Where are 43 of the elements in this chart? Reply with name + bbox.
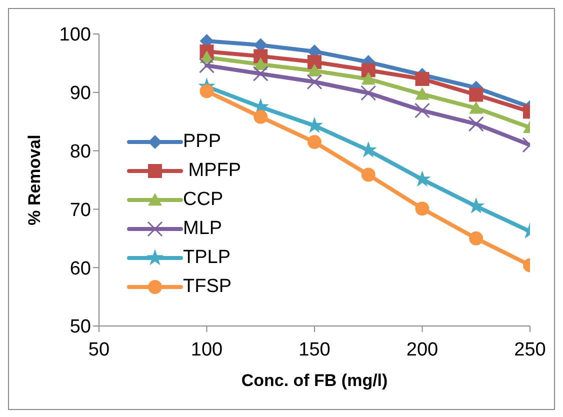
point bbox=[360, 85, 376, 101]
point bbox=[414, 170, 431, 187]
point bbox=[306, 74, 322, 90]
legend-label: TFSP bbox=[183, 276, 232, 298]
point bbox=[254, 57, 268, 70]
point bbox=[361, 63, 376, 78]
y-tick-label: 100 bbox=[59, 24, 91, 46]
legend-label: MLP bbox=[183, 218, 222, 240]
y-tick-label: 80 bbox=[70, 142, 91, 163]
y-axis-title: % Removal bbox=[25, 134, 44, 226]
point bbox=[252, 66, 268, 82]
legend-label: CCP bbox=[183, 188, 224, 210]
point bbox=[308, 64, 322, 76]
point bbox=[308, 135, 322, 150]
point bbox=[415, 72, 430, 86]
point bbox=[361, 168, 376, 182]
point bbox=[469, 231, 484, 246]
point bbox=[469, 88, 484, 102]
point bbox=[199, 58, 214, 74]
point bbox=[308, 55, 322, 70]
x-axis-title: Conc. of FB (mg/l) bbox=[241, 371, 388, 390]
point bbox=[361, 72, 376, 85]
x-tick-label: 250 bbox=[514, 339, 546, 360]
point bbox=[468, 197, 485, 214]
y-tick-label: 70 bbox=[70, 200, 91, 221]
legend-label: MPFP bbox=[187, 160, 242, 182]
point bbox=[254, 49, 268, 64]
y-tick-label: 90 bbox=[70, 83, 91, 104]
y-tick-label: 50 bbox=[70, 316, 91, 338]
point bbox=[468, 116, 484, 132]
y-tick-label: 60 bbox=[70, 258, 91, 280]
point bbox=[254, 110, 268, 124]
point bbox=[415, 202, 430, 216]
point bbox=[469, 101, 484, 114]
x-tick-label: 50 bbox=[88, 339, 110, 360]
point bbox=[200, 84, 214, 98]
x-tick-label: 200 bbox=[406, 339, 438, 360]
legend-label: TPLP bbox=[183, 246, 231, 268]
x-tick-label: 150 bbox=[298, 339, 330, 360]
x-tick-label: 100 bbox=[190, 339, 223, 360]
point bbox=[415, 87, 430, 100]
point bbox=[414, 102, 430, 118]
legend-label: PPP bbox=[183, 130, 222, 152]
